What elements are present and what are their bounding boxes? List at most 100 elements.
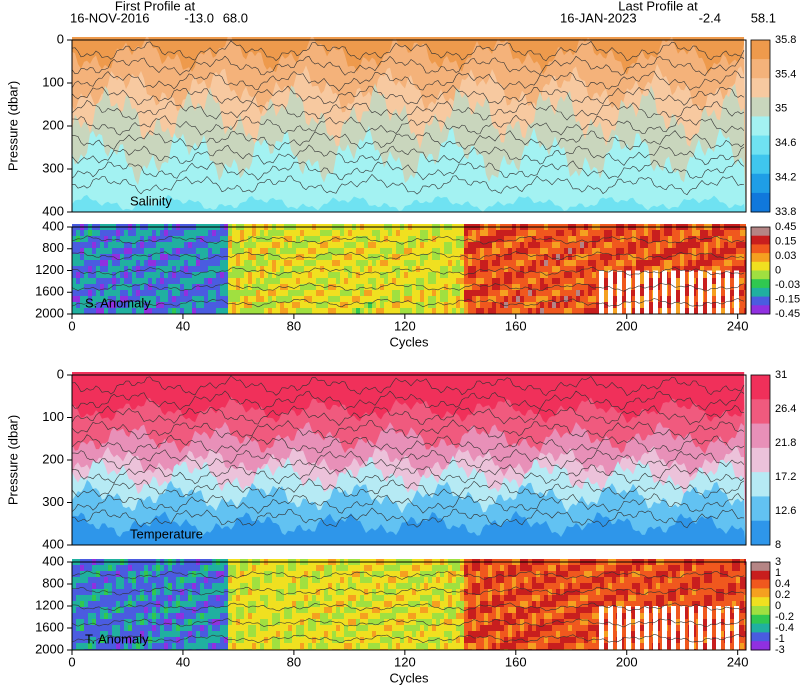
field-cell — [336, 601, 340, 607]
field-cell — [716, 242, 720, 248]
field-cell — [416, 613, 420, 619]
field-cell — [584, 631, 588, 637]
contour-line — [72, 507, 745, 529]
field-cell — [236, 284, 240, 290]
field-cell — [360, 583, 364, 589]
field-cell — [568, 248, 572, 254]
field-cell — [124, 230, 128, 236]
field-cell — [228, 643, 232, 649]
contour-line — [72, 174, 745, 196]
field-cell — [376, 284, 380, 290]
field-cell — [244, 601, 248, 607]
field-cell — [448, 284, 452, 290]
y-tick-label: 0 — [57, 31, 64, 46]
field-cell — [128, 302, 132, 308]
field-cell — [472, 607, 476, 613]
field-cell — [252, 631, 256, 637]
field-cell — [624, 589, 628, 595]
field-cell — [388, 565, 392, 571]
field-cell — [156, 631, 160, 637]
field-cell — [524, 589, 528, 595]
field-cell — [456, 266, 460, 272]
field-cell — [244, 296, 248, 302]
field-cell — [544, 308, 548, 314]
field-cell — [472, 565, 476, 571]
field-cell — [552, 637, 556, 643]
field-cell — [412, 583, 416, 589]
colorbar-swatch — [751, 97, 770, 117]
field-cell — [420, 308, 424, 314]
field-cell — [564, 248, 568, 254]
field-cell — [468, 631, 472, 637]
field-cell — [636, 260, 640, 266]
field-cell — [192, 308, 196, 314]
field-cell — [300, 565, 304, 571]
field-cell — [212, 266, 216, 272]
field-cell — [496, 242, 500, 248]
field-cell — [252, 577, 256, 583]
field-cell — [260, 296, 264, 302]
field-cell — [676, 290, 680, 296]
field-cell — [660, 254, 664, 260]
field-cell — [536, 230, 540, 236]
field-cell — [176, 278, 180, 284]
field-cell — [208, 290, 212, 296]
field-cell — [272, 577, 276, 583]
field-cell — [124, 565, 128, 571]
field-cell — [456, 637, 460, 643]
field-cell — [288, 236, 292, 242]
field-cell — [584, 236, 588, 242]
field-cell — [220, 248, 224, 254]
field-cell — [296, 248, 300, 254]
field-cell — [180, 254, 184, 260]
field-cell — [316, 565, 320, 571]
field-cell — [396, 577, 400, 583]
field-cell — [512, 583, 516, 589]
field-cell — [248, 296, 252, 302]
first-date: 16-NOV-2016 — [70, 10, 150, 25]
field-cell — [268, 260, 272, 266]
field-cell — [112, 607, 116, 613]
field-cell — [144, 607, 148, 613]
contour-line — [72, 298, 745, 308]
field-cell — [368, 607, 372, 613]
field-cell — [240, 296, 244, 302]
field-cell — [244, 278, 248, 284]
field-cell — [304, 230, 308, 236]
field-cell — [464, 284, 468, 290]
y-tick-label: 400 — [42, 536, 64, 551]
field-cell — [372, 631, 376, 637]
field-cell — [160, 583, 164, 589]
field-cell — [684, 272, 688, 278]
field-cell — [612, 260, 616, 266]
field-cell — [84, 619, 88, 625]
field-cell — [408, 619, 412, 625]
field-cell — [212, 631, 216, 637]
field-cell — [520, 613, 524, 619]
field-cell — [480, 266, 484, 272]
field-cell — [240, 248, 244, 254]
field-cell — [296, 571, 300, 577]
field-cell — [516, 601, 520, 607]
field-cell — [740, 266, 744, 272]
field-cell — [144, 296, 148, 302]
field-cell — [516, 577, 520, 583]
field-cell — [536, 595, 540, 601]
field-cell — [372, 254, 376, 260]
field-cell — [84, 637, 88, 643]
field-cell — [100, 571, 104, 577]
field-cell — [144, 278, 148, 284]
field-cell — [312, 619, 316, 625]
field-cell — [560, 613, 564, 619]
field-cell — [336, 290, 340, 296]
field-cell — [560, 236, 564, 242]
field-cell — [364, 236, 368, 242]
field-cell — [88, 278, 92, 284]
field-cell — [256, 607, 260, 613]
field-cell — [248, 625, 252, 631]
field-cell — [72, 571, 76, 577]
field-cell — [308, 631, 312, 637]
field-cell — [600, 577, 604, 583]
field-cell — [464, 290, 468, 296]
field-cell — [104, 302, 108, 308]
